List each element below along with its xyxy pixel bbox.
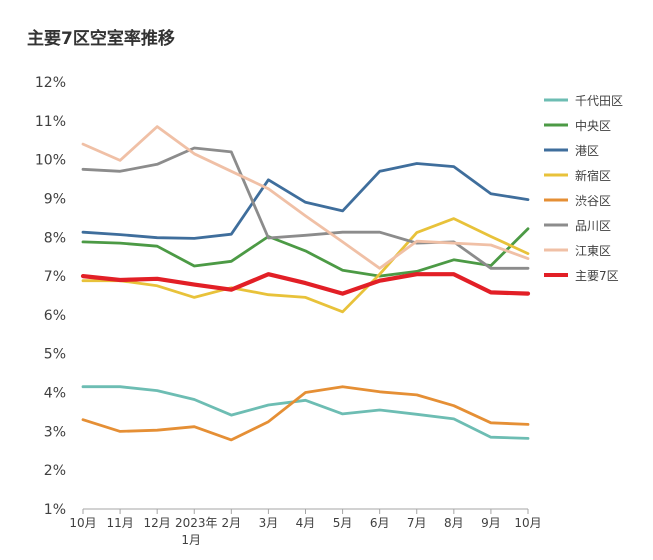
y-tick-label: 4% bbox=[44, 386, 66, 402]
y-tick-label: 2% bbox=[44, 463, 66, 479]
legend-label: 品川区 bbox=[575, 219, 611, 233]
legend-label: 千代田区 bbox=[575, 94, 623, 108]
series-line-1 bbox=[81, 227, 530, 278]
series-line-4 bbox=[81, 385, 530, 442]
x-tick-label: 5月 bbox=[333, 516, 353, 530]
x-tick-label: 11月 bbox=[106, 516, 133, 530]
y-axis: 1% 2% 3% 4% 5% 6% 7% 8% 9% 10% 11% 12% bbox=[35, 75, 66, 518]
series-line-7 bbox=[80, 272, 531, 296]
x-tick-label: 8月 bbox=[444, 516, 464, 530]
y-tick-label: 1% bbox=[44, 502, 66, 518]
series-line-0 bbox=[81, 385, 530, 440]
y-tick-label: 11% bbox=[35, 114, 66, 130]
y-tick-label: 8% bbox=[44, 230, 66, 246]
x-tick-label: 2023年 bbox=[175, 516, 218, 530]
x-tick-label: 12月 bbox=[144, 516, 171, 530]
x-tick-label: 9月 bbox=[481, 516, 501, 530]
legend-label: 中央区 bbox=[575, 118, 611, 133]
x-tick-label: 10月 bbox=[514, 516, 541, 530]
y-tick-label: 9% bbox=[44, 191, 66, 207]
chart-title: 主要7区空室率推移 bbox=[27, 29, 175, 49]
x-tick-label: 3月 bbox=[259, 516, 279, 530]
y-tick-label: 5% bbox=[44, 347, 66, 363]
series-line-3 bbox=[81, 217, 530, 314]
legend-label: 新宿区 bbox=[575, 168, 611, 183]
x-tick-label: 7月 bbox=[407, 516, 427, 530]
legend-label: 港区 bbox=[575, 144, 599, 158]
series-line-6 bbox=[81, 125, 530, 270]
legend-label: 渋谷区 bbox=[575, 194, 611, 208]
x-tick-label: 1月 bbox=[181, 533, 201, 547]
y-tick-label: 3% bbox=[44, 424, 66, 440]
x-axis: 10月 11月 12月 2023年 1月 2月 3月 4月 5月 6月 7月 8月 9月 10月 bbox=[69, 508, 542, 547]
y-tick-label: 10% bbox=[35, 153, 66, 169]
x-tick-label: 4月 bbox=[296, 516, 316, 530]
x-tick-label: 6月 bbox=[370, 516, 390, 530]
series-lines bbox=[80, 125, 531, 442]
y-tick-label: 12% bbox=[35, 75, 66, 91]
legend-label: 江東区 bbox=[575, 244, 611, 258]
legend-label: 主要7区 bbox=[575, 269, 619, 283]
x-tick-label: 10月 bbox=[69, 516, 96, 530]
series-line-2 bbox=[81, 162, 530, 240]
x-tick-label: 2月 bbox=[222, 516, 242, 530]
y-tick-label: 7% bbox=[44, 269, 66, 285]
y-tick-label: 6% bbox=[44, 308, 66, 324]
